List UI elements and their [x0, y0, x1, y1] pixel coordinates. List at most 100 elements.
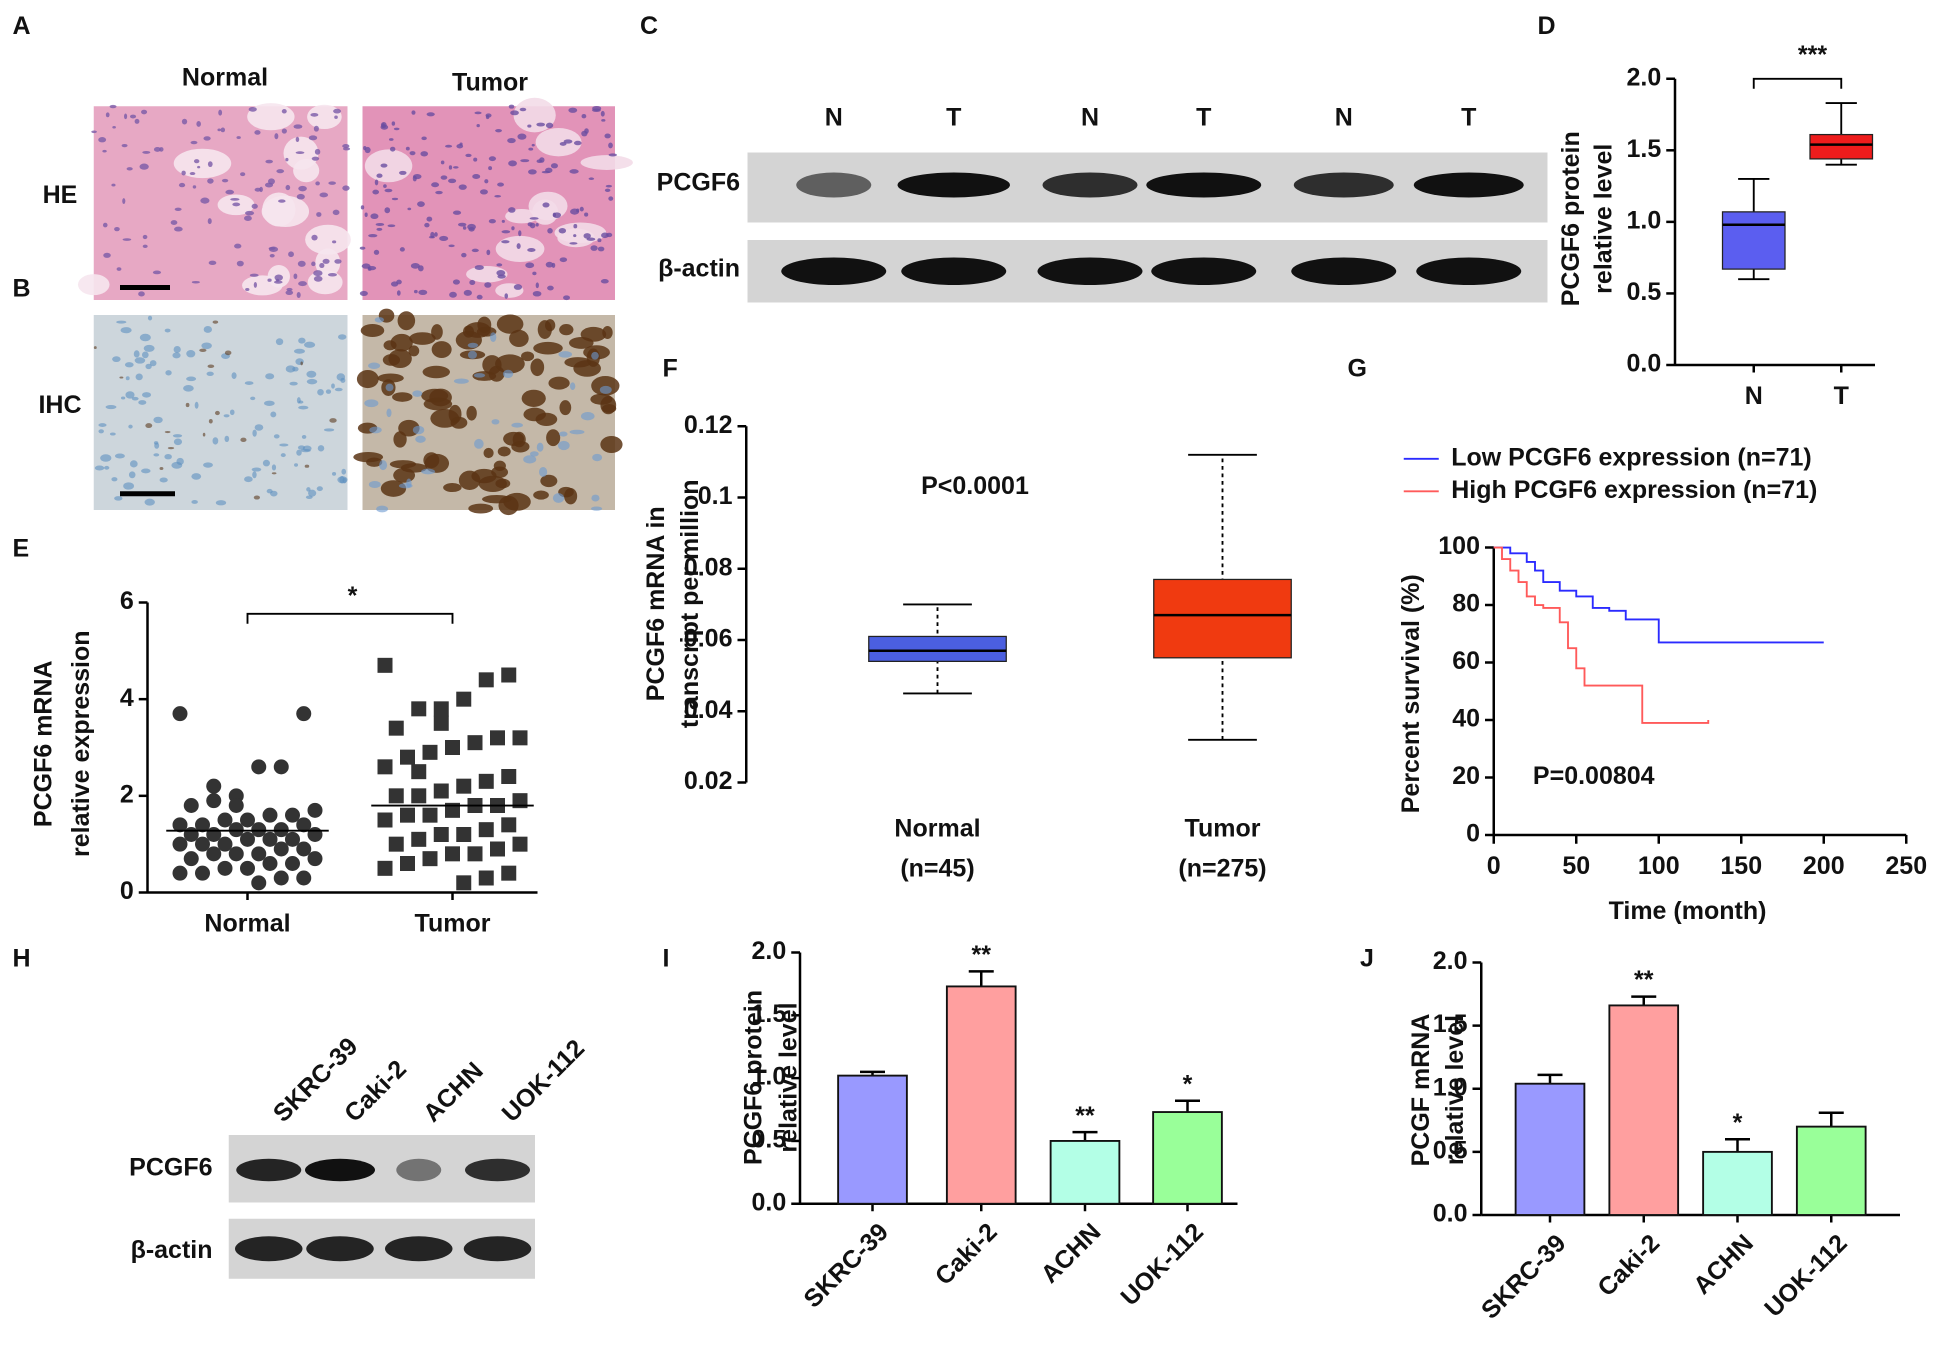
micrograph-texture [171, 461, 183, 469]
micrograph-texture [569, 169, 579, 174]
data-point [400, 749, 415, 765]
data-point [285, 807, 300, 823]
data-point [433, 783, 449, 799]
micrograph-texture [306, 487, 311, 492]
micrograph-texture [396, 279, 402, 285]
micrograph-texture [232, 202, 241, 207]
data-point [251, 759, 267, 775]
micrograph-texture [300, 361, 303, 366]
micrograph-texture [190, 140, 198, 145]
box [868, 635, 1007, 662]
micrograph-texture [466, 405, 477, 421]
micrograph-texture [431, 341, 452, 359]
panel-letter: H [13, 945, 31, 973]
data-point [285, 856, 300, 871]
micrograph-texture [274, 280, 283, 284]
micrograph-texture [191, 280, 200, 284]
micrograph-texture [230, 197, 240, 201]
micrograph-texture [217, 128, 221, 132]
x-tick-label: 50 [1562, 852, 1590, 880]
micrograph-texture [220, 127, 226, 133]
micrograph-texture [93, 346, 97, 350]
micrograph-texture [604, 188, 611, 192]
micrograph-texture [484, 282, 492, 288]
micrograph-texture [542, 202, 550, 208]
y-tick-label: 0.08 [684, 553, 733, 581]
micrograph-texture [580, 412, 595, 421]
micrograph-texture [236, 260, 244, 267]
micrograph-texture [253, 281, 257, 288]
micrograph-texture [511, 422, 523, 428]
data-point [296, 841, 312, 857]
micrograph-texture [426, 216, 433, 222]
micrograph-texture [145, 423, 153, 429]
micrograph-texture [478, 475, 507, 493]
micrograph-texture [559, 400, 572, 416]
data-point [307, 802, 323, 818]
micrograph-texture [547, 285, 554, 291]
micrograph-texture [368, 362, 381, 370]
micrograph-texture [254, 187, 262, 192]
x-tick-label: ACHN [1688, 1229, 1759, 1300]
legend-label: High PCGF6 expression (n=71) [1451, 476, 1817, 504]
micrograph-texture [124, 113, 128, 120]
micrograph-texture [482, 494, 512, 504]
micrograph-texture [102, 149, 107, 153]
blot-band [901, 257, 1007, 285]
micrograph-texture [215, 500, 227, 506]
micrograph-texture [191, 473, 202, 480]
data-point [240, 860, 255, 876]
micrograph-texture [173, 148, 232, 179]
micrograph-texture [382, 354, 401, 366]
micrograph-texture [449, 291, 457, 298]
data-point [388, 720, 404, 736]
data-point [262, 856, 278, 871]
data-point [501, 667, 517, 683]
micrograph-texture [164, 328, 171, 333]
micrograph-texture [135, 373, 143, 381]
micrograph-texture [208, 260, 217, 266]
y-tick-label: 60 [1452, 647, 1480, 675]
micrograph-texture [293, 273, 298, 280]
significance-label: ** [1634, 966, 1654, 994]
micrograph-texture [420, 151, 429, 157]
micrograph-texture [520, 159, 530, 163]
micrograph-texture [370, 213, 379, 220]
y-tick-label: 0.5 [751, 1126, 786, 1154]
micrograph-texture [126, 167, 133, 171]
micrograph-texture [405, 146, 410, 151]
micrograph-texture [215, 410, 220, 416]
micrograph-texture [316, 212, 322, 217]
micrograph-texture [547, 228, 553, 234]
y-tick-label: 80 [1452, 590, 1480, 618]
data-point [206, 793, 222, 809]
micrograph-texture [253, 495, 261, 500]
micrograph-texture [497, 182, 504, 187]
y-axis-label: PCGF6 protein [740, 990, 768, 1165]
data-point [228, 822, 244, 838]
micrograph-texture [469, 279, 476, 286]
y-tick-label: 0.12 [684, 411, 733, 439]
micrograph-texture [573, 234, 577, 238]
data-point [377, 657, 393, 673]
micrograph-texture [128, 471, 136, 479]
micrograph-texture [91, 130, 97, 134]
x-tick-label: SKRC-39 [1476, 1229, 1571, 1324]
micrograph-texture [496, 263, 503, 267]
micrograph-texture [415, 435, 426, 443]
micrograph-texture [293, 124, 303, 129]
micrograph-texture [463, 325, 474, 338]
micrograph-texture [270, 490, 278, 497]
micrograph-texture [604, 133, 611, 139]
y-axis-label: relative level [775, 1002, 803, 1152]
y-axis-label: transcript per million [676, 479, 704, 728]
micrograph-texture [584, 212, 589, 217]
micrograph-texture [508, 207, 516, 213]
micrograph-texture [525, 262, 535, 269]
data-point [240, 831, 255, 847]
micrograph-texture [508, 104, 515, 109]
micrograph-texture [153, 453, 160, 457]
micrograph-texture [296, 292, 301, 299]
data-point [433, 715, 449, 731]
blot-band [1146, 172, 1262, 198]
